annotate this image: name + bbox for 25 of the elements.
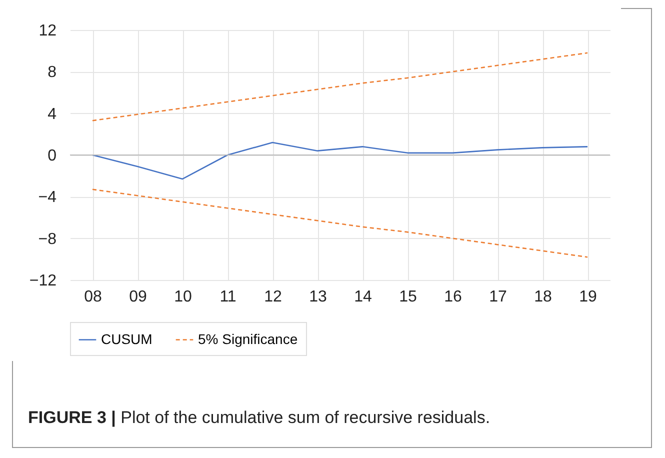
x-tick-label: 17 bbox=[489, 288, 507, 306]
x-tick-label: 18 bbox=[534, 288, 552, 306]
caption: FIGURE 3 | Plot of the cumulative sum of recursive residuals. bbox=[28, 408, 490, 428]
y-tick-label: −12 bbox=[29, 272, 57, 290]
y-tick-label: 8 bbox=[48, 64, 57, 82]
legend-label: 5% Significance bbox=[198, 330, 298, 347]
x-tick-label: 09 bbox=[129, 288, 147, 306]
line-series bbox=[92, 188, 588, 258]
y-tick-label: −8 bbox=[38, 230, 57, 248]
y-tick-label: 12 bbox=[38, 22, 57, 40]
x-tick-label: 19 bbox=[579, 288, 597, 306]
x-tick-label: 16 bbox=[444, 288, 462, 306]
y-tick-label: −4 bbox=[38, 189, 57, 206]
x-tick-label: 15 bbox=[399, 288, 417, 306]
line-series bbox=[92, 142, 588, 180]
line-series bbox=[92, 52, 588, 122]
x-tick-label: 08 bbox=[84, 288, 102, 306]
y-tick-label: 4 bbox=[48, 106, 57, 123]
x-tick-label: 12 bbox=[264, 288, 282, 306]
x-tick-label: 13 bbox=[309, 288, 327, 306]
legend-label: CUSUM bbox=[101, 330, 152, 347]
x-tick-label: 10 bbox=[174, 288, 192, 306]
x-tick-label: 11 bbox=[220, 288, 236, 306]
y-tick-label: 0 bbox=[48, 148, 57, 164]
x-tick-label: 14 bbox=[354, 288, 372, 306]
